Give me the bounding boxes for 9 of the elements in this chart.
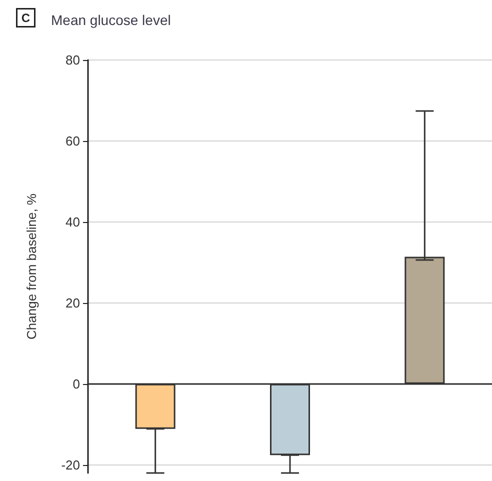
text: C	[21, 10, 30, 25]
y-tick-label: 60	[66, 133, 80, 148]
y-tick-label: 80	[66, 52, 80, 68]
y-tick-label: 40	[66, 214, 80, 230]
y-tick-label: 0	[72, 376, 80, 392]
chart-title: Mean glucose level	[51, 12, 171, 28]
y-tick-label: 20	[66, 295, 80, 310]
y-axis-title: Change from baseline, %	[24, 193, 39, 340]
y-tick-label: -20	[61, 457, 80, 472]
